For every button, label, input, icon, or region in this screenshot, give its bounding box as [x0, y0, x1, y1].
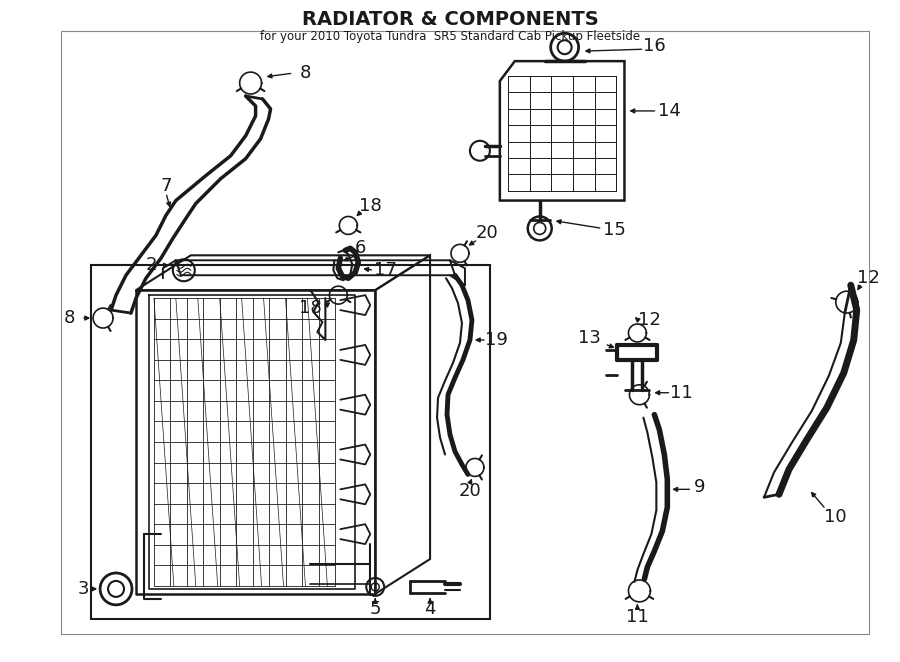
- Text: 18: 18: [359, 197, 382, 214]
- Text: 2: 2: [145, 256, 157, 274]
- Text: 14: 14: [658, 102, 680, 120]
- Text: 20: 20: [475, 224, 499, 242]
- Text: 9: 9: [694, 479, 705, 496]
- Text: 10: 10: [824, 508, 847, 526]
- Text: 7: 7: [160, 177, 172, 195]
- Text: 11: 11: [670, 384, 693, 402]
- Text: 15: 15: [603, 221, 625, 240]
- Text: RADIATOR & COMPONENTS: RADIATOR & COMPONENTS: [302, 10, 598, 29]
- Text: 5: 5: [370, 600, 381, 618]
- Text: 3: 3: [77, 580, 89, 598]
- Text: 13: 13: [578, 329, 601, 347]
- Text: for your 2010 Toyota Tundra  SR5 Standard Cab Pickup Fleetside: for your 2010 Toyota Tundra SR5 Standard…: [260, 30, 640, 43]
- Text: 4: 4: [424, 600, 436, 618]
- Text: 8: 8: [64, 309, 75, 327]
- Text: 18: 18: [299, 299, 322, 317]
- Text: 19: 19: [485, 331, 508, 349]
- Text: 12: 12: [858, 269, 880, 287]
- Text: 17: 17: [374, 261, 397, 279]
- Text: 6: 6: [355, 240, 366, 258]
- Text: 12: 12: [638, 311, 661, 329]
- Text: 16: 16: [643, 37, 666, 55]
- Text: 11: 11: [626, 608, 649, 626]
- Text: 20: 20: [459, 483, 482, 500]
- Text: 8: 8: [300, 64, 311, 82]
